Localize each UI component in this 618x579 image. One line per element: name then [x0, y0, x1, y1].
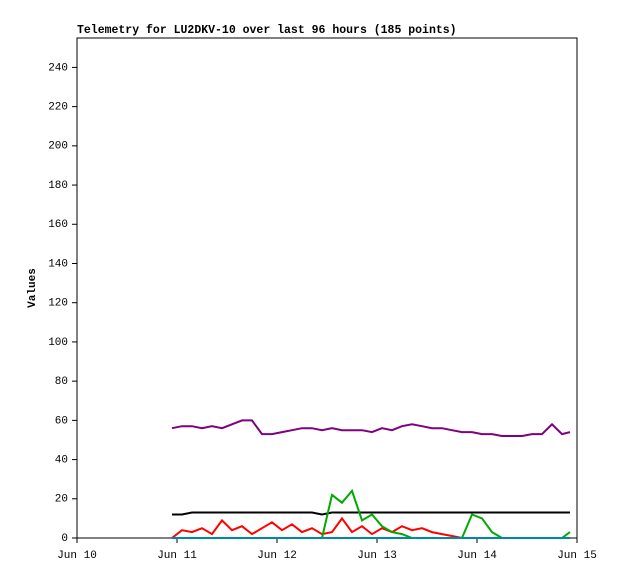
y-tick-label: 160	[48, 219, 68, 231]
y-tick-label: 140	[48, 258, 68, 270]
y-tick-label: 220	[48, 102, 68, 114]
y-tick-label: 40	[55, 454, 68, 466]
y-tick-label: 60	[55, 415, 68, 427]
y-tick-label: 240	[48, 62, 68, 74]
y-tick-label: 80	[55, 376, 68, 388]
y-tick-label: 120	[48, 298, 68, 310]
series-line	[171, 419, 571, 437]
x-tick-label: Jun 12	[257, 550, 297, 562]
series-line	[172, 511, 570, 516]
plot-frame	[76, 37, 578, 539]
y-axis-label: Values	[27, 268, 39, 308]
y-tick-label: 0	[61, 533, 68, 545]
x-tick-label: Jun 15	[557, 550, 597, 562]
x-tick-label: Jun 11	[157, 550, 197, 562]
chart-title: Telemetry for LU2DKV-10 over last 96 hou…	[77, 24, 457, 37]
y-tick-label: 180	[48, 180, 68, 192]
x-tick-label: Jun 10	[57, 550, 97, 562]
y-tick-label: 200	[48, 141, 68, 153]
x-tick-label: Jun 14	[457, 550, 497, 562]
series-line	[171, 516, 570, 539]
y-tick-label: 20	[55, 494, 68, 506]
y-tick-label: 100	[48, 337, 68, 349]
x-tick-label: Jun 13	[357, 550, 397, 562]
